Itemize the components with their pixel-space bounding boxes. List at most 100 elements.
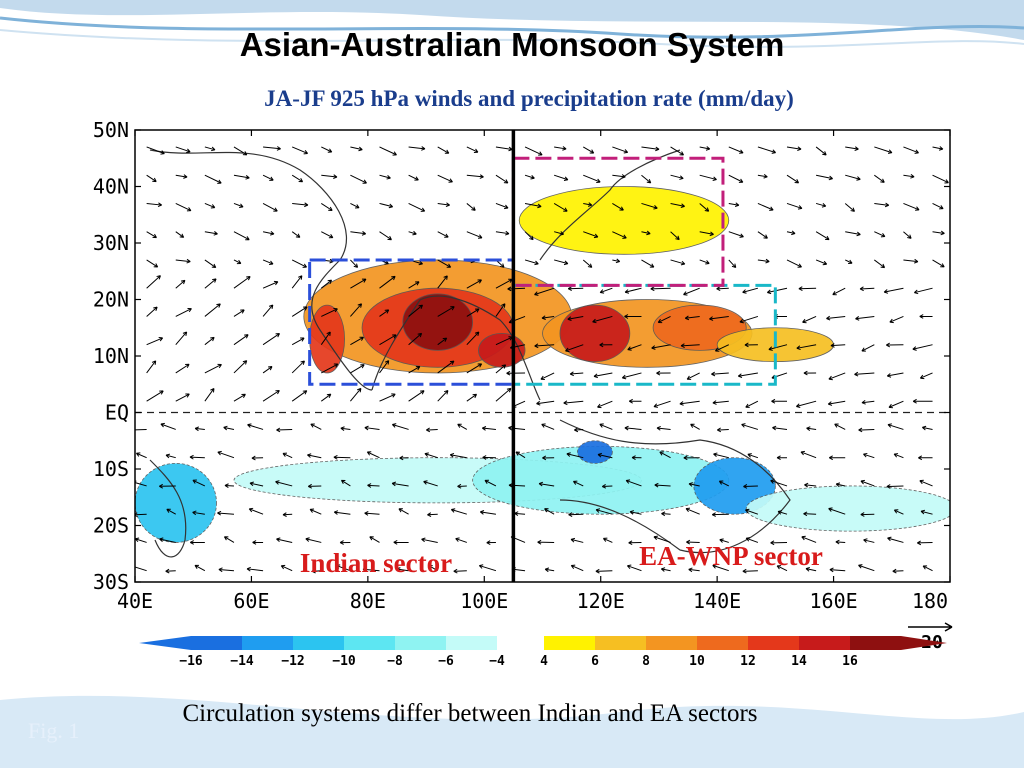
wind-arrow (204, 202, 216, 209)
wind-arrow (247, 423, 264, 430)
wind-arrow (482, 455, 496, 460)
wind-arrow (660, 567, 671, 572)
wind-arrow (919, 372, 933, 380)
wind-arrow (771, 398, 788, 404)
wind-arrow (886, 342, 904, 348)
wind-arrow (350, 364, 365, 374)
wind-arrow (350, 174, 367, 184)
wind-arrow (709, 315, 729, 321)
wind-arrow (860, 512, 875, 517)
wind-arrow (679, 400, 700, 406)
wind-arrow (246, 566, 264, 572)
colorbar-segment-neg-5 (446, 636, 497, 650)
wind-arrow (737, 372, 758, 378)
wind-arrow (537, 539, 555, 545)
colorbar-label: −10 (332, 654, 356, 669)
wind-arrow (495, 387, 512, 402)
wind-arrow (495, 174, 509, 184)
wind-arrow (282, 452, 293, 459)
wind-scale-arrow (908, 622, 953, 632)
wind-arrow (262, 304, 274, 317)
wind-arrow (683, 287, 700, 296)
wind-arrow (650, 286, 671, 292)
wind-arrow (159, 537, 176, 543)
precip-cell-14 (745, 485, 950, 532)
wind-arrow (835, 539, 846, 545)
wind-arrow (320, 279, 333, 289)
wind-arrow (845, 174, 861, 181)
wind-arrow (657, 316, 671, 324)
wind-arrow (745, 537, 759, 543)
wind-arrow (369, 536, 380, 543)
wind-arrow (379, 393, 396, 402)
wind-arrow (276, 427, 293, 433)
wind-arrow (379, 334, 397, 346)
wind-arrow (538, 481, 555, 487)
wind-arrow (803, 370, 817, 376)
precip-cell-2 (402, 293, 474, 351)
wind-arrow (932, 259, 945, 268)
wind-arrow (629, 510, 642, 515)
wind-arrow (350, 387, 362, 402)
wind-arrow (453, 568, 467, 574)
wind-arrow (582, 146, 595, 154)
y-tick-label: 10N (93, 344, 129, 368)
wind-arrow (146, 202, 163, 208)
wind-arrow (742, 568, 758, 574)
wind-arrow (624, 287, 642, 294)
wind-arrow (396, 567, 409, 572)
wind-arrow (628, 398, 642, 404)
wind-arrow (728, 174, 744, 183)
wind-arrow (582, 259, 593, 268)
wind-arrow (554, 231, 565, 236)
wind-arrow (524, 202, 542, 209)
colorbar-arrow-left (139, 636, 191, 650)
wind-arrow (251, 455, 264, 461)
wind-arrow (424, 452, 438, 459)
wind-arrow (553, 174, 569, 181)
wind-arrow (932, 146, 944, 151)
wind-arrow (567, 286, 584, 291)
wind-arrow (745, 400, 759, 408)
wind-arrow (192, 510, 205, 516)
wind-arrow (874, 146, 893, 154)
wind-arrow (903, 231, 912, 239)
wind-arrow (175, 231, 185, 238)
wind-arrow (553, 203, 568, 212)
wind-arrow (515, 451, 526, 459)
wind-arrow (307, 453, 322, 459)
wind-arrow (688, 567, 700, 573)
x-tick-label: 40E (117, 589, 153, 613)
wind-arrow (340, 479, 351, 487)
colorbar-label: 16 (842, 654, 858, 669)
wind-arrow (262, 230, 275, 236)
wind-arrow (913, 287, 933, 295)
wind-arrow (495, 202, 509, 210)
wind-arrow (457, 483, 467, 489)
wind-arrow (599, 342, 613, 348)
wind-arrow (628, 540, 642, 546)
wind-arrow (249, 481, 264, 487)
colorbar-label: 10 (689, 654, 705, 669)
wind-arrow (426, 427, 438, 433)
wind-arrow (479, 510, 497, 515)
wind-arrow (805, 566, 817, 572)
wind-arrow (874, 231, 886, 238)
wind-arrow (574, 427, 584, 433)
wind-arrow (437, 146, 450, 154)
wind-arrow (757, 202, 774, 211)
wind-arrow (291, 306, 308, 317)
wind-arrow (917, 540, 933, 546)
wind-arrow (680, 343, 700, 348)
y-tick-label: 30N (93, 231, 129, 255)
wind-arrow (495, 303, 506, 317)
wind-arrow (903, 258, 919, 264)
wind-arrow (379, 360, 390, 374)
coastline-4 (559, 419, 791, 554)
indian-sector-label: Indian sector (300, 548, 452, 578)
wind-arrow (922, 565, 933, 572)
wind-arrow (592, 315, 613, 324)
wind-arrow (683, 455, 700, 461)
colorbar-label: −14 (230, 654, 254, 669)
